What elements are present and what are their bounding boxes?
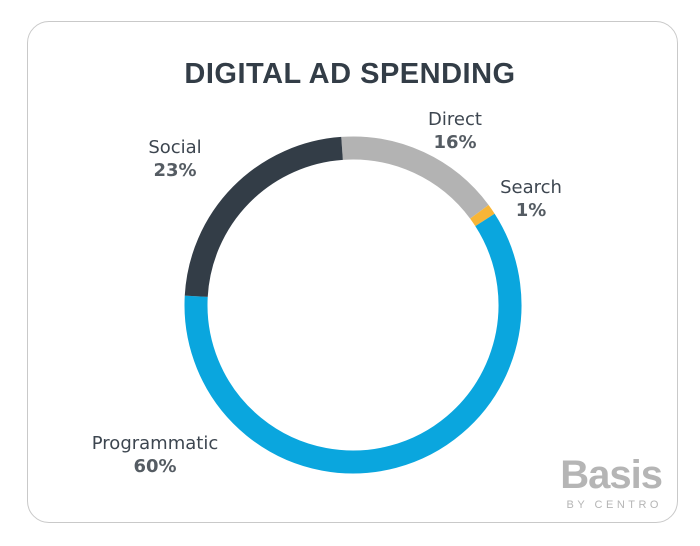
slice-programmatic [184,213,522,474]
label-social: Social 23% [130,136,220,182]
slice-direct [341,136,489,219]
label-direct: Direct 16% [410,108,500,154]
slice-value: 60% [133,456,177,477]
slice-label: Programmatic [91,433,219,454]
logo-tagline: BY CENTRO [566,499,662,511]
slice-label: Direct [428,109,482,130]
slice-label: Social [148,137,202,158]
slice-label: Search [500,177,562,198]
slice-value: 1% [515,200,547,221]
chart-title: DIGITAL AD SPENDING [184,58,516,90]
slice-value: 23% [153,160,197,181]
slice-value: 16% [433,132,477,153]
label-search: Search 1% [486,176,576,222]
chart-card [27,21,678,523]
slice-search [470,205,495,227]
slice-social [184,136,344,298]
label-programmatic: Programmatic 60% [70,432,240,478]
basis-logo: Basis BY CENTRO [532,452,663,512]
logo-name: Basis [560,453,663,497]
